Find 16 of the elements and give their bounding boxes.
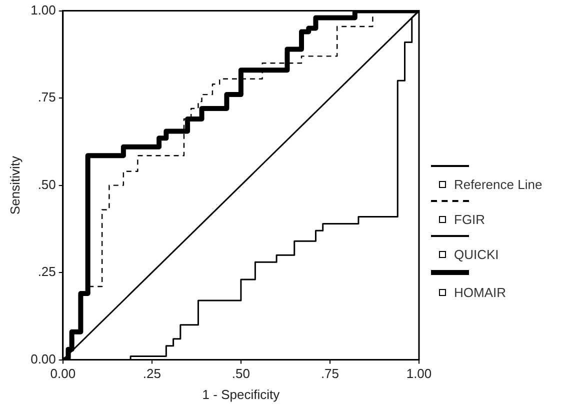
x-tick-label: .25 — [142, 366, 161, 382]
legend-label: FGIR — [454, 212, 486, 228]
y-tick-label: .50 — [38, 176, 56, 192]
legend-label: HOMAIR — [454, 285, 506, 300]
legend-label: Reference Line — [454, 177, 542, 192]
x-tick-label: .50 — [232, 366, 250, 382]
x-tick-label: .75 — [320, 366, 340, 382]
x-axis-title: 1 - Specificity — [202, 386, 280, 402]
y-tick-label: .25 — [38, 264, 56, 280]
y-tick-label: .75 — [38, 90, 56, 105]
x-tick-label: 0.00 — [50, 366, 76, 382]
x-tick-label: 1.00 — [406, 366, 432, 382]
y-tick-label: 0.00 — [30, 351, 56, 366]
y-axis-title: Sensitivity — [7, 156, 22, 215]
y-tick-label: 1.00 — [30, 2, 56, 18]
legend-label: QUICKI — [454, 247, 499, 262]
